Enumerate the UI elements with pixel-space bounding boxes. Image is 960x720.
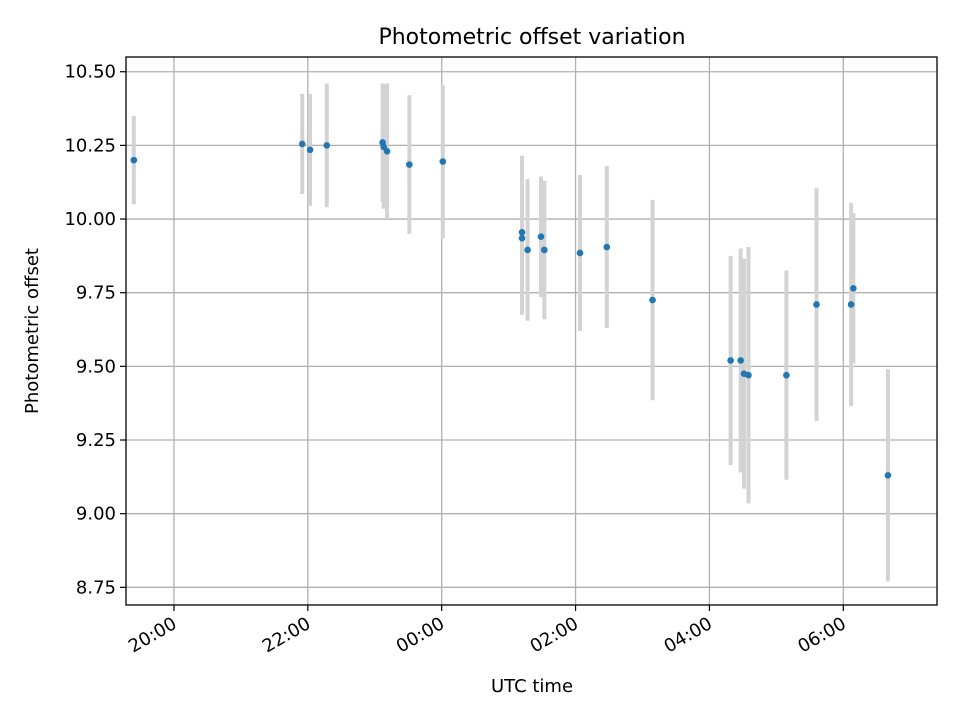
data-point: [518, 229, 526, 236]
y-tick-label: 9.00: [76, 504, 116, 525]
data-point: [649, 296, 656, 304]
data-point: [439, 158, 447, 165]
y-tick-label: 10.25: [64, 135, 116, 156]
data-point: [406, 161, 413, 168]
y-axis-label: Photometric offset: [22, 248, 43, 414]
data-point: [603, 243, 611, 251]
data-point: [298, 140, 306, 148]
data-point: [884, 472, 892, 479]
data-point: [518, 234, 526, 242]
data-point: [323, 142, 331, 149]
data-point: [383, 147, 391, 155]
data-point: [524, 246, 531, 254]
data-point: [727, 357, 734, 364]
data-point: [813, 301, 820, 308]
chart-title: Photometric offset variation: [378, 25, 685, 50]
y-tick-label: 8.75: [76, 577, 116, 598]
data-point: [306, 146, 314, 154]
data-point: [537, 233, 545, 241]
data-point: [850, 284, 857, 292]
data-point: [847, 301, 855, 308]
data-point: [783, 371, 790, 379]
data-point: [576, 249, 584, 257]
data-point: [130, 156, 138, 164]
plot-frame: [125, 56, 938, 606]
data-points: [130, 139, 892, 479]
x-axis-label: UTC time: [491, 676, 573, 697]
y-axis-ticks: 8.75 9.00 9.25 9.50 9.75 10.00 10.25 10.50: [64, 62, 126, 598]
y-tick-label: 10.00: [64, 209, 116, 230]
data-point: [737, 357, 744, 364]
y-tick-label: 10.50: [64, 62, 116, 83]
y-tick-label: 9.25: [76, 430, 116, 451]
y-tick-label: 9.75: [76, 283, 116, 304]
data-point: [745, 371, 752, 379]
data-point: [541, 246, 548, 254]
y-tick-label: 9.50: [76, 356, 116, 377]
